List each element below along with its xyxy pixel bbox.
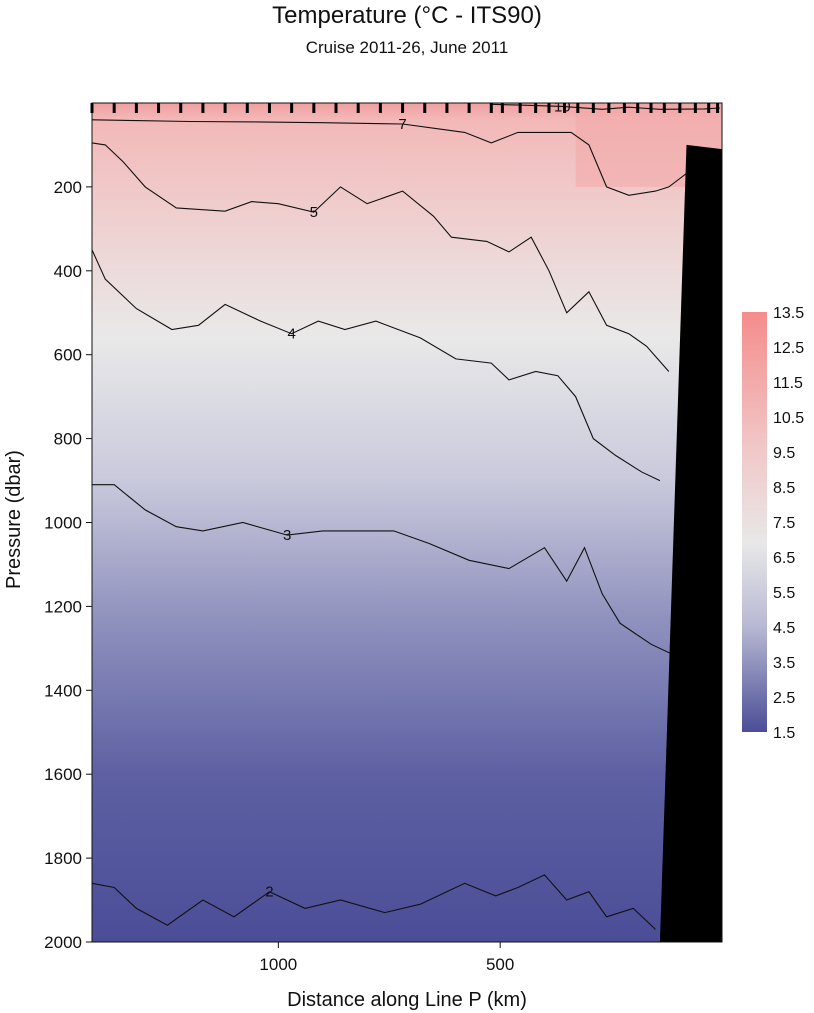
bottom-topography: [659, 144, 722, 942]
y-axis-title: Pressure (dbar): [3, 450, 25, 589]
y-tick-label: 2000: [44, 933, 82, 952]
contour-label-3: 3: [283, 527, 291, 544]
contour-label-10: 10: [554, 98, 571, 115]
colorbar-label: 6.5: [773, 550, 795, 567]
y-tick-label: 1200: [44, 597, 82, 616]
y-tick-label: 800: [54, 430, 82, 449]
x-tick-label: 1000: [259, 955, 297, 974]
y-tick-label: 1600: [44, 765, 82, 784]
contour-line-4: [92, 249, 661, 482]
contour-line-2: [92, 874, 656, 930]
colorbar-label: 10.5: [773, 410, 804, 427]
colorbar-label: 13.5: [773, 305, 804, 322]
contour-line-7: [92, 119, 709, 196]
contour-label-4: 4: [287, 326, 295, 343]
chart-title: Temperature (°C - ITS90): [272, 2, 542, 29]
y-tick-label: 600: [54, 346, 82, 365]
contour-line-5: [92, 142, 670, 372]
y-tick-label: 1400: [44, 681, 82, 700]
contour-label-5: 5: [310, 204, 318, 221]
colorbar-label: 7.5: [773, 515, 795, 532]
contour-line-3: [92, 484, 678, 658]
contour-group: 10 7 5 4 3 2: [92, 98, 722, 942]
chart-subtitle: Cruise 2011-26, June 2011: [305, 38, 509, 57]
x-axis-title: Distance along Line P (km): [287, 989, 527, 1011]
contour-label-2: 2: [265, 884, 273, 901]
y-tick-label: 400: [54, 262, 82, 281]
y-tick-label: 200: [54, 178, 82, 197]
x-tick-label: 500: [486, 955, 514, 974]
temperature-field: [92, 103, 722, 942]
colorbar-label: 3.5: [773, 655, 795, 672]
colorbar-label: 5.5: [773, 585, 795, 602]
colorbar-label: 8.5: [773, 480, 795, 497]
y-tick-label: 1000: [44, 514, 82, 533]
colorbar-label: 9.5: [773, 445, 795, 462]
colorbar-label: 4.5: [773, 620, 795, 637]
colorbar-label: 12.5: [773, 340, 804, 357]
colorbar-label: 11.5: [773, 375, 803, 392]
y-tick-label: 1800: [44, 849, 82, 868]
colorbar-label: 1.5: [773, 725, 795, 742]
colorbar-label: 2.5: [773, 690, 795, 707]
contour-line-10: [491, 103, 720, 110]
contour-label-7: 7: [398, 116, 406, 133]
colorbar: [742, 312, 767, 732]
